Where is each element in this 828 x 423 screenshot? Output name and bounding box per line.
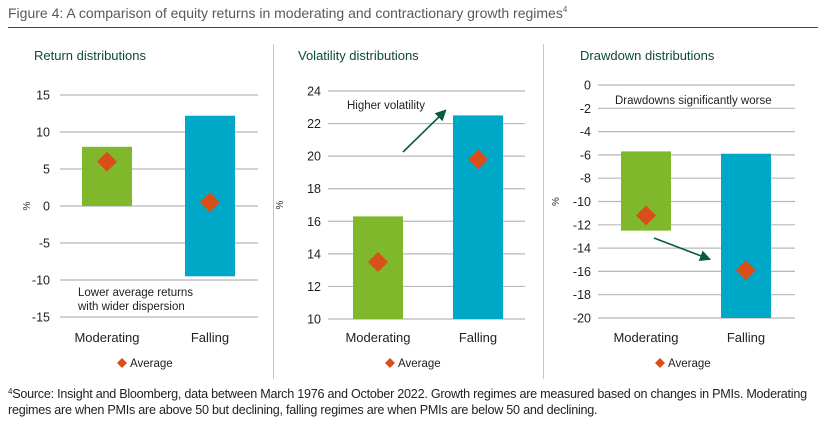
average-marker-moderating xyxy=(636,205,656,226)
average-marker-falling xyxy=(200,192,220,213)
volatility-distributions-panel: Volatility distributions 24 22 20 18 16 14 12 10… xyxy=(273,40,543,380)
chart-annotation: with wider dispersion xyxy=(77,301,185,313)
chart-subtitle: Return distributions xyxy=(34,48,146,63)
chart-annotation: Lower average returns xyxy=(78,287,193,299)
panel-divider xyxy=(543,44,544,379)
return-distributions-chart: Return distributions 15 10 5 0 -5 -10 -15% Moder… xyxy=(22,48,258,370)
y-tick-label: -5 xyxy=(39,237,50,251)
y-tick-label: 0 xyxy=(43,200,50,214)
volatility-distributions-chart: Volatility distributions 24 22 20 18 16 14 12 10… xyxy=(275,48,525,370)
legend-average-icon xyxy=(655,358,665,368)
y-axis-label: % xyxy=(22,201,33,210)
footnote-marker: 4 xyxy=(8,387,13,396)
range-bar-falling xyxy=(721,153,771,318)
y-tick-label: 10 xyxy=(307,313,321,327)
legend-label: Average xyxy=(398,358,441,370)
average-marker-moderating xyxy=(97,151,117,172)
trend-arrow xyxy=(653,237,712,262)
y-tick-label: 0 xyxy=(584,79,591,93)
y-tick-label: -16 xyxy=(573,265,591,279)
drawdown-distributions-chart: Drawdown distributions 0 -2 -4 -6 -8 -10 -12 -14… xyxy=(551,48,795,370)
y-tick-label: -10 xyxy=(32,274,50,288)
figure-title: Figure 4: A comparison of equity returns… xyxy=(8,5,567,21)
return-distributions-panel: Return distributions 15 10 5 0 -5 -10 -15% Moder… xyxy=(0,40,273,380)
y-tick-label: -8 xyxy=(580,172,591,186)
chart-annotation: Drawdowns significantly worse xyxy=(615,95,772,107)
y-tick-label: -12 xyxy=(573,218,591,232)
y-tick-label: -14 xyxy=(573,242,591,256)
figure-title-superscript: 4 xyxy=(562,5,568,14)
y-tick-label: -10 xyxy=(573,195,591,209)
chart-subtitle: Drawdown distributions xyxy=(580,48,715,63)
chart-annotation: Higher volatility xyxy=(347,100,425,112)
x-category-label: Falling xyxy=(727,330,765,345)
y-tick-label: 10 xyxy=(36,126,50,140)
legend-label: Average xyxy=(130,358,173,370)
y-tick-label: -18 xyxy=(573,288,591,302)
y-tick-label: 16 xyxy=(307,215,321,229)
y-axis-label: % xyxy=(275,200,286,209)
legend-average-icon xyxy=(385,358,395,368)
y-axis-label: % xyxy=(551,197,562,206)
range-bar-falling xyxy=(453,115,503,319)
y-tick-label: 18 xyxy=(307,182,321,196)
title-rule xyxy=(8,27,818,28)
legend-label: Average xyxy=(668,358,711,370)
average-marker-falling xyxy=(736,260,756,281)
y-tick-label: -20 xyxy=(573,312,591,326)
y-tick-label: 12 xyxy=(307,280,321,294)
x-category-label: Moderating xyxy=(613,330,678,345)
y-tick-label: 24 xyxy=(307,85,321,99)
x-category-label: Moderating xyxy=(74,330,139,345)
y-tick-label: 5 xyxy=(43,163,50,177)
x-category-label: Moderating xyxy=(345,330,410,345)
panel-divider xyxy=(273,44,274,379)
y-tick-label: -4 xyxy=(580,125,591,139)
y-tick-label: -2 xyxy=(580,102,591,116)
x-category-label: Falling xyxy=(459,330,497,345)
y-tick-label: 14 xyxy=(307,247,321,261)
y-tick-label: -15 xyxy=(32,311,50,325)
drawdown-distributions-panel: Drawdown distributions 0 -2 -4 -6 -8 -10 -12 -14… xyxy=(543,40,828,380)
y-tick-label: 22 xyxy=(307,117,321,131)
y-tick-label: 20 xyxy=(307,150,321,164)
x-category-label: Falling xyxy=(191,330,229,345)
figure-title-text: Figure 4: A comparison of equity returns… xyxy=(8,5,563,21)
average-marker-moderating xyxy=(368,252,388,272)
trend-arrow xyxy=(402,109,447,153)
footnote: 4Source: Insight and Bloomberg, data bet… xyxy=(8,384,828,418)
average-marker-falling xyxy=(468,149,488,170)
y-tick-label: 15 xyxy=(36,89,50,103)
chart-subtitle: Volatility distributions xyxy=(298,48,419,63)
y-tick-label: -6 xyxy=(580,148,591,162)
legend-average-icon xyxy=(117,358,127,368)
footnote-text: Source: Insight and Bloomberg, data betw… xyxy=(8,387,807,417)
